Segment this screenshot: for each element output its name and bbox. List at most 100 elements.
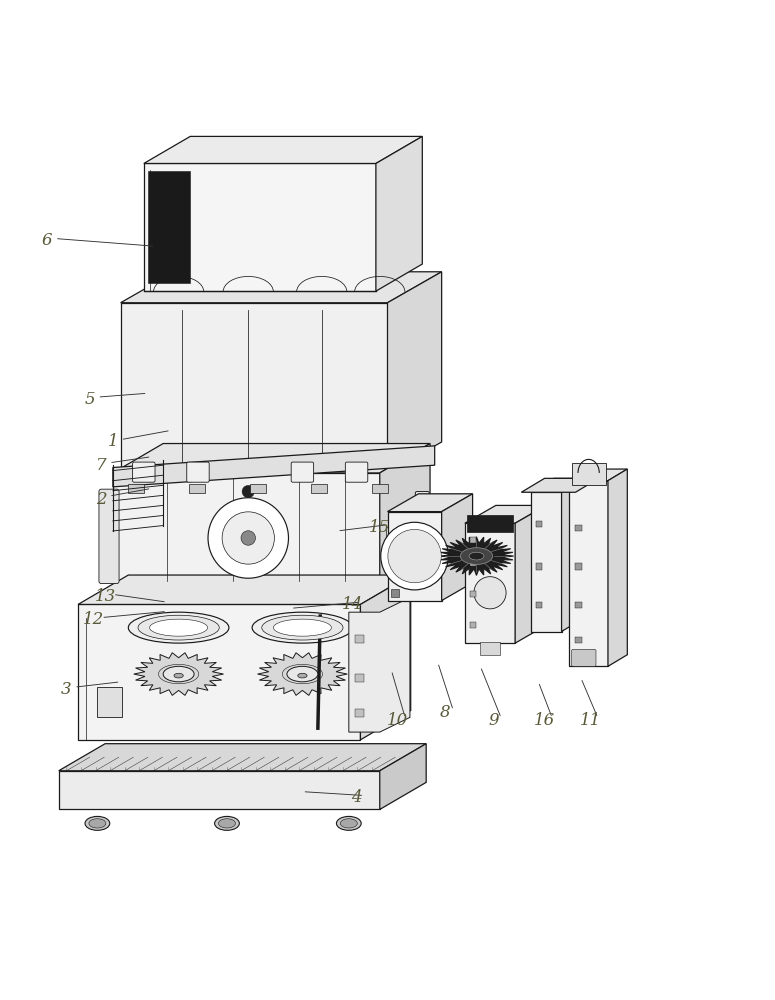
Bar [467,515,513,532]
Bar [391,589,399,597]
Polygon shape [134,653,223,695]
Text: 6: 6 [42,232,53,249]
Bar [576,637,582,643]
Polygon shape [121,272,442,303]
Text: 15: 15 [369,519,391,536]
FancyBboxPatch shape [133,462,155,482]
FancyBboxPatch shape [346,462,368,482]
Bar [480,642,500,655]
Text: 16: 16 [534,712,555,729]
Bar [576,563,582,570]
Circle shape [418,569,427,578]
Bar [129,484,144,493]
Bar [576,525,582,531]
Text: 11: 11 [580,712,601,729]
Ellipse shape [174,673,183,678]
Text: 14: 14 [342,596,363,613]
Polygon shape [570,469,627,481]
Polygon shape [388,512,442,601]
Ellipse shape [138,615,219,640]
Text: 1: 1 [108,433,118,450]
Polygon shape [59,744,426,771]
Text: 12: 12 [83,611,104,628]
Bar [98,687,122,717]
Ellipse shape [150,619,208,636]
Text: 7: 7 [96,457,107,474]
Bar [536,602,542,608]
Circle shape [242,485,254,498]
Polygon shape [78,575,411,604]
Bar [355,709,364,717]
Text: 13: 13 [95,588,115,605]
Ellipse shape [298,673,307,678]
Bar [470,622,476,628]
Polygon shape [144,163,376,291]
Circle shape [208,498,288,578]
Bar [536,563,542,570]
Polygon shape [531,492,562,632]
Polygon shape [522,478,599,492]
Polygon shape [148,171,190,283]
Bar [405,527,418,574]
FancyBboxPatch shape [99,489,119,584]
Bar [572,463,605,485]
Polygon shape [388,272,442,473]
Polygon shape [144,136,422,163]
Bar [355,635,364,643]
Polygon shape [59,771,380,809]
Ellipse shape [336,816,361,830]
Circle shape [241,531,256,545]
Polygon shape [465,523,515,643]
Polygon shape [113,446,435,487]
Polygon shape [121,303,388,473]
FancyBboxPatch shape [572,649,596,666]
Bar [470,591,476,597]
Polygon shape [439,537,514,575]
Polygon shape [360,575,411,740]
Polygon shape [442,494,473,601]
Polygon shape [380,444,430,585]
Ellipse shape [274,619,332,636]
Text: 10: 10 [387,712,408,729]
Polygon shape [570,481,608,666]
Polygon shape [380,744,426,809]
Text: 5: 5 [84,391,95,408]
Ellipse shape [129,612,229,643]
Ellipse shape [262,615,343,640]
Polygon shape [531,478,585,492]
Ellipse shape [219,819,236,828]
Polygon shape [257,653,347,695]
Bar [536,521,542,527]
Bar [311,484,326,493]
Polygon shape [515,505,546,643]
Circle shape [222,512,274,564]
Bar [386,527,400,574]
Bar [189,484,205,493]
Ellipse shape [340,819,357,828]
Bar [372,484,388,493]
Bar [470,560,476,566]
Bar [576,602,582,608]
Text: 3: 3 [61,681,72,698]
FancyBboxPatch shape [415,492,429,591]
Polygon shape [465,505,546,523]
Text: 4: 4 [351,789,362,806]
Circle shape [474,577,506,609]
Polygon shape [388,494,473,512]
Ellipse shape [460,548,493,564]
Ellipse shape [469,552,484,560]
Ellipse shape [85,816,110,830]
Circle shape [388,529,441,583]
Text: 2: 2 [96,491,107,508]
Bar [355,674,364,682]
Polygon shape [608,469,627,666]
Polygon shape [349,597,410,732]
Polygon shape [376,136,422,291]
FancyBboxPatch shape [291,462,314,482]
Ellipse shape [215,816,239,830]
FancyBboxPatch shape [187,462,209,482]
Ellipse shape [252,612,353,643]
Polygon shape [113,444,430,473]
Ellipse shape [287,666,318,682]
Circle shape [381,522,449,590]
